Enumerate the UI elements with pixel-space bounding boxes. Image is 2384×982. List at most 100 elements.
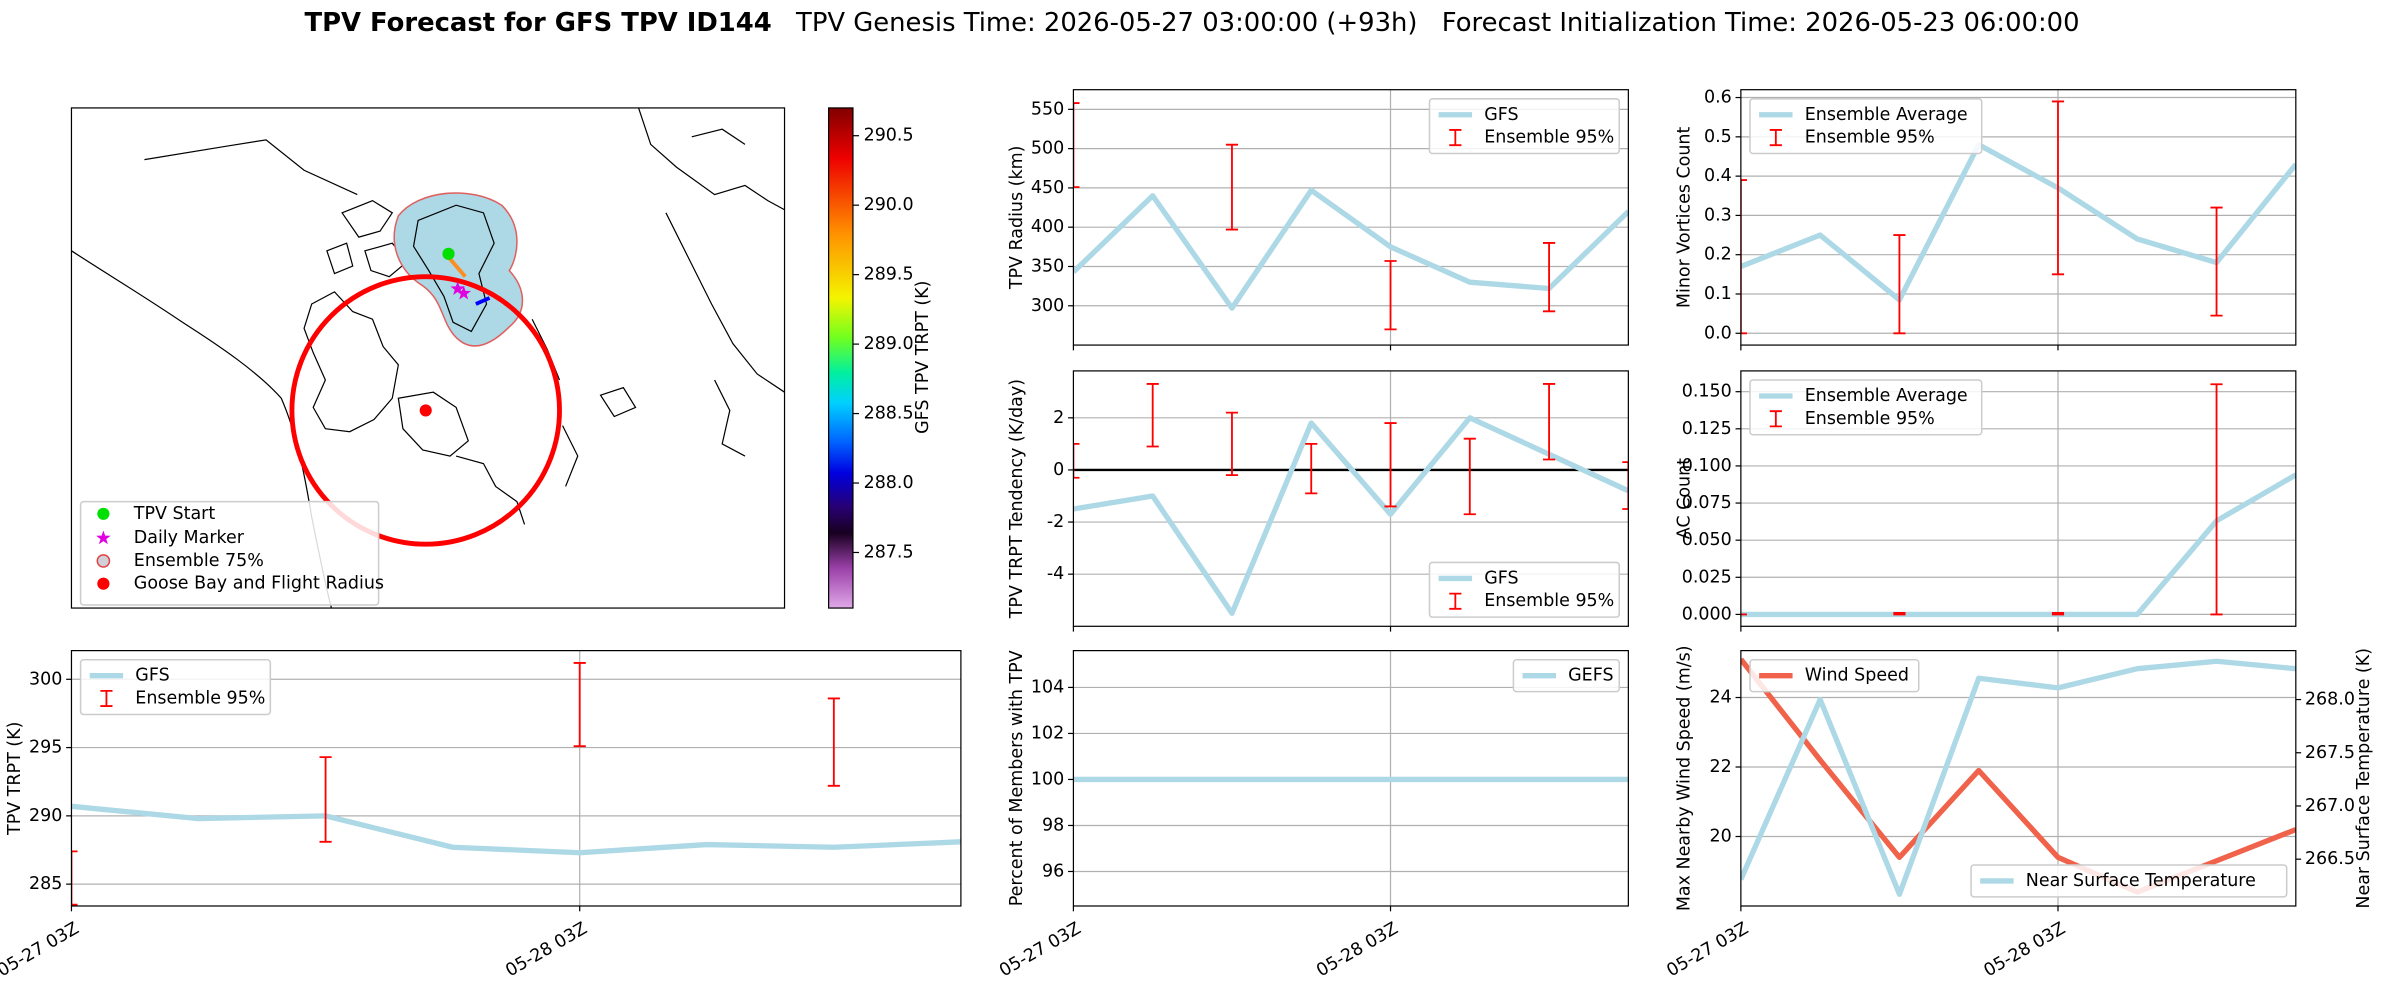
- series-line: [1073, 187, 1629, 311]
- colorbar-tick-label: 288.5: [864, 404, 914, 424]
- y-tick-label: 0.050: [1682, 530, 1732, 550]
- error-bar: [2051, 100, 2065, 276]
- legend-text: Goose Bay and Flight Radius: [134, 574, 384, 594]
- y-tick-label: 0.1: [1704, 284, 1732, 304]
- axes-frame: [1740, 370, 2297, 627]
- legend-text: TPV Start: [133, 504, 216, 524]
- y-tick-label: 0.6: [1704, 88, 1732, 108]
- coastline: [144, 139, 358, 196]
- error-bar: [2210, 383, 2223, 616]
- legend: [1749, 658, 1920, 693]
- error-bar: [1225, 411, 1239, 477]
- y-tick-label: 500: [1031, 139, 1064, 159]
- y2-tick-label: 267.0: [2305, 796, 2355, 816]
- tpv-start: [442, 247, 455, 260]
- y-tick-label: 2: [1053, 408, 1064, 428]
- error-bar: [1543, 383, 1556, 461]
- title-init: Forecast Initialization Time: 2026-05-23…: [1442, 7, 2080, 37]
- y-axis-label: TPV Radius (km): [1007, 146, 1027, 291]
- legend-text: Ensemble 75%: [134, 551, 264, 571]
- colorbar: [828, 107, 854, 609]
- colorbar-tick-label: 288.0: [864, 473, 914, 493]
- axes-frame: [1072, 650, 1629, 907]
- y-tick-label: 285: [29, 874, 62, 894]
- error-bar: [1622, 461, 1629, 510]
- legend-text: Ensemble 95%: [135, 688, 265, 708]
- y-tick-label: 0: [1053, 460, 1064, 480]
- legend-text: Daily Marker: [134, 528, 245, 548]
- y-tick-label: 100: [1031, 769, 1064, 789]
- y-tick-label: 0.150: [1682, 382, 1732, 402]
- goose-bay: [419, 404, 432, 417]
- colorbar-tick-label: 289.5: [864, 265, 914, 285]
- legend-symbol: [1449, 592, 1462, 610]
- series-line: [71, 803, 961, 856]
- legend-text: Ensemble Average: [1805, 105, 1968, 125]
- y-tick-label: 0.5: [1704, 127, 1732, 147]
- legend-symbol: [1769, 410, 1782, 428]
- error-bar: [319, 756, 332, 843]
- error-bar: [2051, 612, 2065, 616]
- y-tick-label: 450: [1031, 178, 1064, 198]
- y-tick-label: -4: [1047, 564, 1064, 584]
- legend-text: Ensemble 95%: [1805, 128, 1935, 148]
- error-bar: [1740, 179, 1747, 335]
- plot-area: [1073, 650, 1629, 906]
- axes-frame: [1072, 370, 1629, 627]
- error-bar: [1893, 612, 1906, 616]
- y-tick-label: 0.025: [1682, 567, 1732, 587]
- legend: [79, 658, 272, 716]
- legend: [1512, 658, 1620, 693]
- error-bar: [1543, 242, 1556, 313]
- legend-symbol: [1769, 129, 1782, 147]
- legend-marker: [97, 577, 110, 590]
- y-tick-label: 24: [1710, 688, 1732, 708]
- series-line: [1073, 415, 1629, 616]
- coastline: [303, 291, 399, 433]
- map-frame: [70, 107, 786, 609]
- y-axis-label: Minor Vortices Count: [1675, 127, 1695, 309]
- colorbar-tick-label: 287.5: [864, 542, 914, 562]
- y-axis-label: AC Count: [1675, 458, 1695, 539]
- legend: [1428, 561, 1620, 618]
- track-segment: [475, 296, 491, 306]
- y-tick-label: 300: [29, 669, 62, 689]
- y-tick-label: 0.3: [1704, 205, 1732, 225]
- legend-text: Near Surface Temperature: [2026, 871, 2256, 891]
- coastline: [326, 199, 409, 278]
- error-bar: [573, 661, 586, 748]
- legend-symbol: [1449, 129, 1462, 147]
- legend-text: Ensemble 95%: [1805, 409, 1935, 429]
- colorbar-tick-label: 289.0: [864, 334, 914, 354]
- y-tick-label: 300: [1031, 296, 1064, 316]
- legend: [1428, 98, 1620, 155]
- legend-marker: [96, 554, 111, 568]
- map-legend: [79, 500, 380, 606]
- legend-text: Ensemble 95%: [1484, 128, 1614, 148]
- y-tick-label: 0.000: [1682, 604, 1732, 624]
- colorbar-label: GFS TPV TRPT (K): [913, 281, 933, 434]
- legend: [1970, 864, 2288, 898]
- legend-text: Ensemble 95%: [1484, 591, 1614, 611]
- axes-frame: [70, 650, 962, 907]
- y-tick-label: 550: [1031, 99, 1064, 119]
- legend-text: GFS: [1484, 568, 1518, 588]
- y-tick-label: 98: [1042, 815, 1064, 835]
- coastline: [412, 204, 495, 333]
- error-bar: [1073, 102, 1080, 189]
- map-area: [71, 107, 785, 609]
- y-tick-label: 0.100: [1682, 456, 1732, 476]
- y-tick-label: 102: [1031, 723, 1064, 743]
- error-bar: [71, 850, 78, 906]
- legend-text: Ensemble Average: [1805, 386, 1968, 406]
- error-bar: [1225, 143, 1239, 231]
- y-tick-label: 96: [1042, 861, 1064, 881]
- axes-frame: [1072, 89, 1629, 346]
- y-tick-label: 290: [29, 806, 62, 826]
- colorbar-tick-label: 290.5: [864, 126, 914, 146]
- y-tick-label: 0.125: [1682, 419, 1732, 439]
- title-genesis: TPV Genesis Time: 2026-05-27 03:00:00 (+…: [795, 7, 1417, 37]
- error-bar: [1305, 442, 1318, 495]
